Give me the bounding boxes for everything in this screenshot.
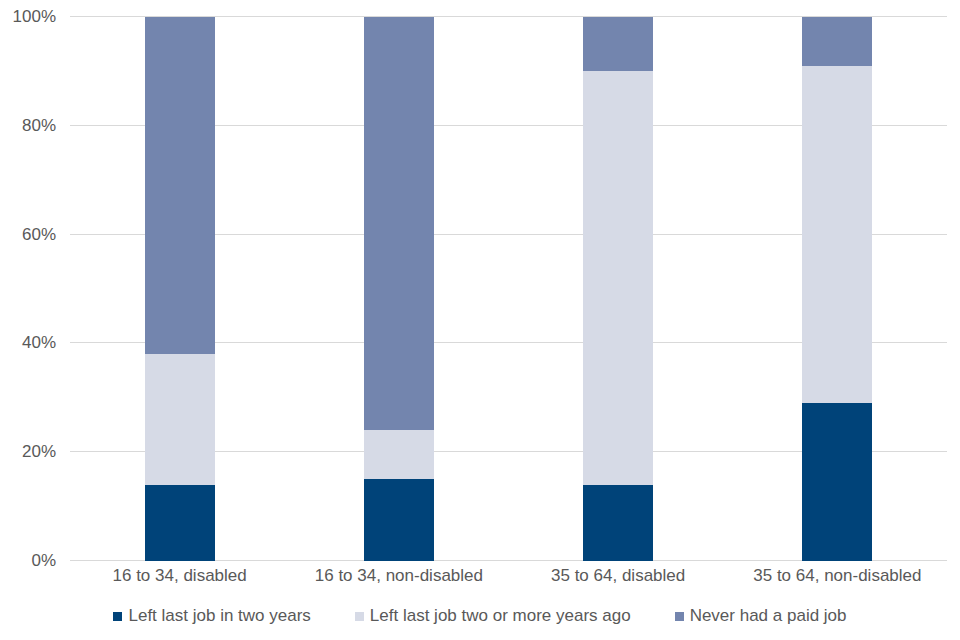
bar-segment <box>583 485 653 561</box>
legend-item: Never had a paid job <box>675 606 847 626</box>
y-axis-tick-label: 100% <box>0 7 56 27</box>
legend-swatch <box>355 612 364 621</box>
legend-label: Left last job two or more years ago <box>370 606 631 626</box>
bar <box>583 17 653 561</box>
bar-segment <box>802 17 872 66</box>
legend-label: Left last job in two years <box>128 606 310 626</box>
y-axis-tick-label: 40% <box>0 333 56 353</box>
y-axis-tick-labels: 0%20%40%60%80%100% <box>0 17 56 561</box>
legend-swatch <box>113 612 122 621</box>
category-label: 16 to 34, disabled <box>70 566 289 586</box>
legend-item: Left last job two or more years ago <box>355 606 631 626</box>
bar-segment <box>145 485 215 561</box>
y-axis-tick-label: 80% <box>0 116 56 136</box>
legend: Left last job in two years Left last job … <box>0 606 960 626</box>
bar <box>802 17 872 561</box>
category-label: 16 to 34, non-disabled <box>289 566 508 586</box>
legend-item: Left last job in two years <box>113 606 310 626</box>
legend-label: Never had a paid job <box>690 606 847 626</box>
y-axis-tick-label: 60% <box>0 225 56 245</box>
bar-segment <box>583 17 653 71</box>
bar-segment <box>364 17 434 430</box>
legend-swatch <box>675 612 684 621</box>
bar <box>364 17 434 561</box>
stacked-bar-chart: 0% 20% 40% 60% 80% 100% 16 to 34, disabled16 … <box>0 0 960 640</box>
x-axis-category-labels: 16 to 34, disabled16 to 34, non-disabled… <box>70 566 947 586</box>
bar-segment <box>802 66 872 403</box>
bar-segment <box>145 354 215 485</box>
bar-segment <box>583 71 653 484</box>
y-axis-tick-label: 20% <box>0 442 56 462</box>
plot-area <box>70 17 947 561</box>
bar-segment <box>802 403 872 561</box>
category-label: 35 to 64, non-disabled <box>728 566 947 586</box>
bar-segment <box>364 479 434 561</box>
bar-segment <box>145 17 215 354</box>
bar-segment <box>364 430 434 479</box>
bar <box>145 17 215 561</box>
y-axis-tick-label: 0% <box>0 551 56 571</box>
category-label: 35 to 64, disabled <box>509 566 728 586</box>
